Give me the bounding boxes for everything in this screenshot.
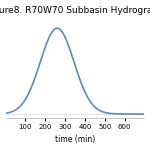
Title: Figure8. R70W70 Subbasin Hydrograph: Figure8. R70W70 Subbasin Hydrograph [0, 6, 150, 15]
X-axis label: time (min): time (min) [55, 135, 95, 144]
